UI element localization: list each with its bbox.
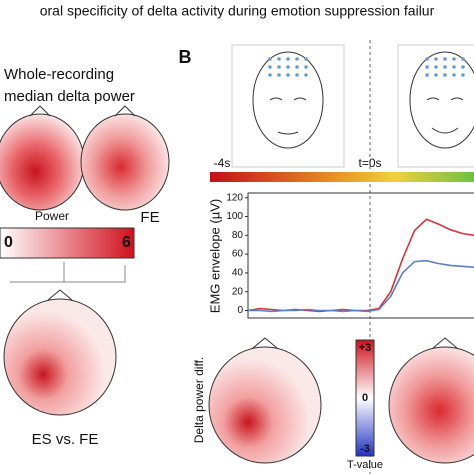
heading: median delta power	[4, 88, 135, 105]
electrode	[434, 57, 438, 61]
colorbar-title: Power	[35, 209, 69, 223]
electrode	[295, 57, 299, 61]
time-bar	[210, 172, 474, 182]
colorbar-title: T-value	[347, 459, 383, 471]
electrode	[461, 73, 465, 77]
colorbar-label: 0	[362, 392, 368, 404]
time-label: -4s	[214, 156, 231, 170]
line	[247, 218, 474, 313]
electrode	[268, 73, 272, 77]
electrode	[434, 73, 438, 77]
colorbar-label: 0	[4, 234, 13, 251]
colorbar	[0, 227, 135, 259]
line	[248, 259, 474, 313]
electrode	[443, 73, 447, 77]
electrode	[286, 73, 290, 77]
heading: Whole-recording	[4, 66, 114, 83]
head-map	[3, 289, 117, 416]
head-map	[208, 337, 322, 464]
connector	[10, 262, 126, 283]
electrode	[425, 65, 429, 69]
y-axis-label: EMG envelope (µV)	[207, 199, 222, 313]
electrode	[425, 73, 429, 77]
plot-frame	[247, 192, 474, 319]
face	[231, 44, 345, 168]
electrode	[295, 65, 299, 69]
electrode	[461, 65, 465, 69]
y-tick-label: 60	[232, 249, 244, 260]
electrode	[295, 73, 299, 77]
comparison-label: ES vs. FE	[32, 431, 99, 448]
colorbar-label: +3	[359, 342, 372, 354]
condition-label: FE	[140, 209, 159, 226]
electrode	[277, 65, 281, 69]
electrode	[434, 65, 438, 69]
y-tick-label: 40	[232, 268, 244, 279]
electrode	[286, 65, 290, 69]
y-tick-label: 120	[226, 192, 243, 203]
colorbar-label: -3	[360, 443, 370, 455]
electrode	[277, 73, 281, 77]
electrode	[452, 57, 456, 61]
figure-title: oral specificity of delta activity durin…	[40, 3, 435, 19]
electrode	[461, 57, 465, 61]
electrode	[304, 73, 308, 77]
y-tick-label: 20	[232, 286, 244, 297]
electrode	[286, 57, 290, 61]
head-map	[80, 105, 170, 211]
electrode	[268, 57, 272, 61]
electrode	[443, 57, 447, 61]
electrode	[304, 65, 308, 69]
head-map	[0, 105, 85, 211]
electrodes	[268, 57, 465, 77]
head-map	[388, 337, 474, 464]
electrode	[304, 57, 308, 61]
y-tick-label: 100	[226, 211, 243, 222]
face	[397, 44, 474, 168]
electrode	[452, 73, 456, 77]
y-tick-label: 80	[232, 230, 244, 241]
electrode	[443, 65, 447, 69]
y-tick-label: 0	[237, 305, 243, 316]
colorbar	[355, 339, 375, 457]
electrode	[277, 57, 281, 61]
panel-label: B	[179, 47, 192, 67]
electrode	[268, 65, 272, 69]
electrode	[452, 65, 456, 69]
colorbar-label: 6	[122, 234, 131, 251]
electrode	[425, 57, 429, 61]
axis-label: Delta power diff.	[192, 357, 206, 444]
time-label: t=0s	[358, 156, 381, 170]
